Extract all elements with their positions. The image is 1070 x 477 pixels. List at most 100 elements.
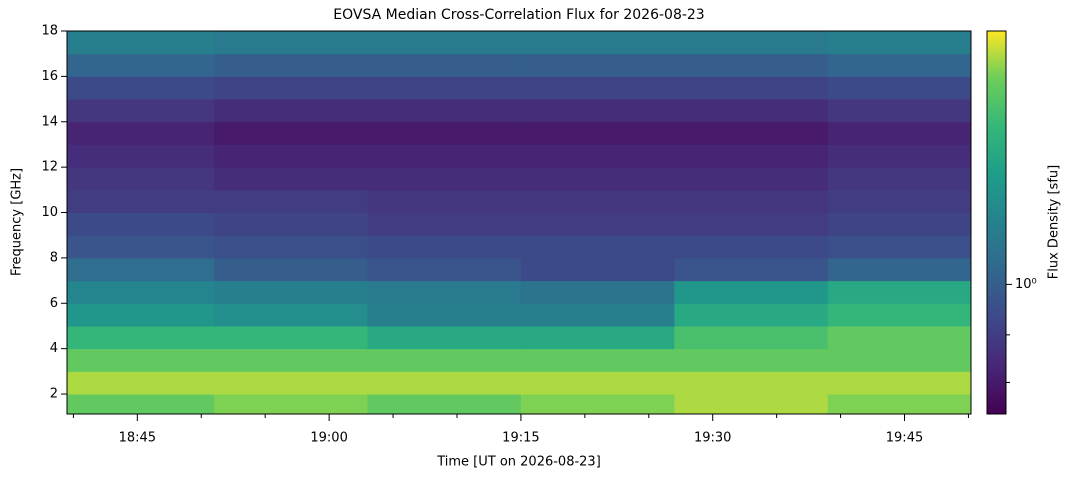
heatmap-cell: [67, 257, 215, 282]
heatmap-cell: [674, 303, 829, 327]
heatmap-cell: [827, 394, 972, 415]
colorbar-tick-label: 10⁰: [1015, 277, 1037, 292]
heatmap-cell: [827, 235, 972, 259]
heatmap-cell: [367, 31, 522, 55]
heatmap-cell: [67, 167, 215, 191]
heatmap-cell: [827, 189, 972, 214]
plot-frame: [66, 30, 972, 415]
heatmap-cell: [367, 348, 522, 372]
heatmap-cell: [367, 212, 522, 236]
heatmap-cell: [674, 53, 829, 77]
heatmap-cell: [674, 99, 829, 123]
y-tick-label: 16: [41, 69, 58, 84]
heatmap-cell: [367, 325, 522, 350]
heatmap-cell: [214, 189, 368, 214]
heatmap-cell: [674, 31, 829, 55]
heatmap-cell: [827, 371, 972, 395]
heatmap-cell: [520, 348, 675, 372]
heatmap-cell: [367, 167, 522, 191]
heatmap-cell: [214, 235, 368, 259]
heatmap-cell: [827, 31, 972, 55]
heatmap-cell: [367, 76, 522, 100]
heatmap-cell: [520, 280, 675, 304]
heatmap-cell: [674, 212, 829, 236]
colorbar: [986, 30, 1007, 415]
heatmap-cell: [827, 144, 972, 168]
heatmap-cell: [520, 235, 675, 259]
heatmap-cell: [367, 189, 522, 214]
y-tick-label: 12: [41, 160, 58, 175]
heatmap: [67, 31, 972, 415]
heatmap-cell: [214, 76, 368, 100]
heatmap-cell: [67, 189, 215, 214]
heatmap-cell: [827, 280, 972, 304]
x-tick-label: 19:30: [694, 431, 731, 446]
heatmap-cell: [674, 280, 829, 304]
heatmap-cell: [827, 121, 972, 145]
heatmap-cell: [67, 348, 215, 372]
heatmap-cell: [520, 99, 675, 123]
heatmap-cell: [520, 31, 675, 55]
heatmap-cell: [520, 371, 675, 395]
x-tick-label: 19:00: [310, 431, 347, 446]
x-tick-label: 19:45: [886, 431, 923, 446]
heatmap-cell: [367, 53, 522, 77]
heatmap-cell: [67, 53, 215, 77]
heatmap-cell: [367, 235, 522, 259]
heatmap-cell: [520, 121, 675, 145]
y-tick-label: 6: [50, 296, 58, 311]
heatmap-cell: [67, 371, 215, 395]
heatmap-cell: [367, 99, 522, 123]
heatmap-cell: [214, 280, 368, 304]
heatmap-cell: [674, 371, 829, 395]
heatmap-cell: [674, 144, 829, 168]
y-tick-label: 2: [50, 387, 58, 402]
heatmap-cell: [520, 394, 675, 415]
heatmap-cell: [67, 121, 215, 145]
heatmap-cell: [520, 303, 675, 327]
chart-title: EOVSA Median Cross-Correlation Flux for …: [333, 7, 704, 23]
heatmap-cell: [67, 212, 215, 236]
heatmap-cell: [674, 325, 829, 350]
heatmap-cell: [674, 76, 829, 100]
y-tick-label: 4: [50, 341, 58, 356]
heatmap-cell: [674, 348, 829, 372]
heatmap-cell: [67, 76, 215, 100]
heatmap-cell: [214, 121, 368, 145]
x-tick-label: 18:45: [119, 431, 156, 446]
heatmap-cell: [67, 303, 215, 327]
heatmap-cell: [367, 144, 522, 168]
heatmap-cell: [67, 31, 215, 55]
heatmap-cell: [674, 235, 829, 259]
heatmap-cell: [827, 303, 972, 327]
heatmap-cell: [674, 189, 829, 214]
heatmap-cell: [67, 325, 215, 350]
heatmap-cell: [214, 212, 368, 236]
heatmap-cell: [520, 167, 675, 191]
heatmap-cell: [674, 167, 829, 191]
heatmap-cell: [520, 325, 675, 350]
y-tick-label: 18: [41, 24, 58, 39]
heatmap-cell: [67, 394, 215, 415]
heatmap-cell: [674, 394, 829, 415]
heatmap-cell: [67, 144, 215, 168]
heatmap-cell: [214, 31, 368, 55]
heatmap-cell: [214, 167, 368, 191]
heatmap-cell: [214, 348, 368, 372]
heatmap-cell: [674, 121, 829, 145]
y-axis-label: Frequency [GHz]: [10, 168, 25, 276]
x-axis-label: Time [UT on 2026-08-23]: [436, 455, 601, 470]
heatmap-cell: [367, 371, 522, 395]
heatmap-cell: [520, 189, 675, 214]
heatmap-cell: [214, 394, 368, 415]
heatmap-cell: [214, 257, 368, 282]
heatmap-cell: [827, 257, 972, 282]
heatmap-cell: [520, 212, 675, 236]
heatmap-cell: [520, 53, 675, 77]
heatmap-cell: [214, 303, 368, 327]
heatmap-cell: [214, 53, 368, 77]
heatmap-cell: [367, 121, 522, 145]
y-tick-label: 8: [50, 250, 58, 265]
y-tick-label: 14: [41, 114, 58, 129]
